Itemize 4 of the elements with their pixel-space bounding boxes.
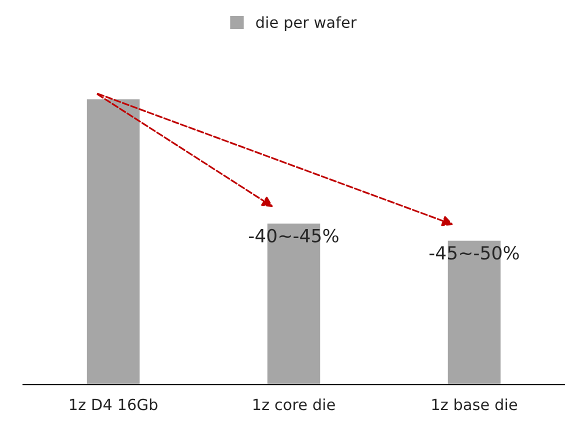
x-tick-label: 1z core die — [254, 398, 335, 410]
x-tick-label: 1z base die — [432, 398, 518, 410]
legend-label: die per wafer — [256, 16, 357, 31]
x-tick-label: 1z D4 16Gb — [70, 398, 158, 410]
